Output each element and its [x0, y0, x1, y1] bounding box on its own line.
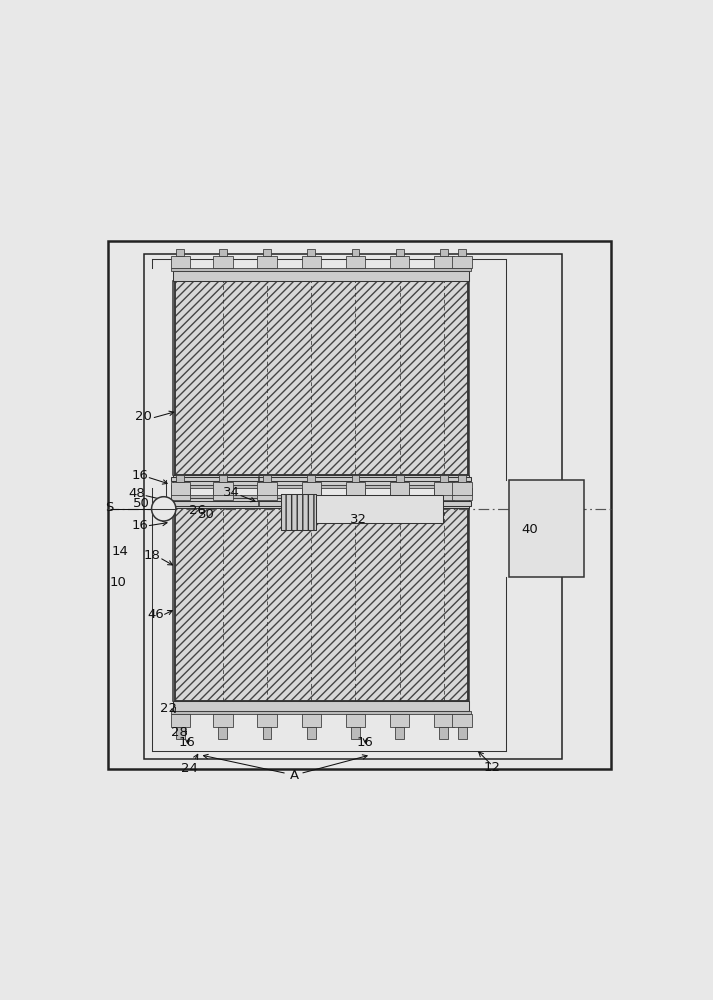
- Bar: [390, 482, 409, 495]
- Bar: [396, 249, 404, 256]
- Bar: [509, 480, 584, 577]
- Bar: [390, 256, 409, 268]
- Bar: [302, 482, 321, 495]
- Bar: [346, 482, 365, 495]
- Bar: [175, 281, 468, 475]
- Bar: [458, 727, 466, 739]
- Bar: [439, 727, 448, 739]
- Text: A: A: [290, 769, 299, 782]
- Text: S: S: [105, 501, 113, 514]
- Bar: [434, 482, 453, 495]
- Bar: [458, 249, 466, 256]
- Bar: [434, 714, 453, 727]
- Text: 14: 14: [111, 545, 128, 558]
- Text: 50: 50: [133, 497, 150, 510]
- Text: 18: 18: [144, 549, 160, 562]
- Bar: [396, 475, 404, 482]
- Bar: [257, 488, 277, 500]
- Bar: [257, 714, 277, 727]
- Bar: [170, 714, 190, 727]
- Bar: [440, 249, 448, 256]
- Bar: [307, 475, 315, 482]
- Bar: [440, 475, 448, 482]
- Bar: [219, 475, 227, 482]
- Text: 46: 46: [147, 608, 164, 621]
- Bar: [173, 271, 469, 281]
- Bar: [453, 482, 472, 495]
- Bar: [313, 495, 443, 523]
- Text: 48: 48: [129, 487, 145, 500]
- Text: 16: 16: [131, 469, 148, 482]
- Bar: [453, 488, 472, 500]
- Bar: [302, 714, 321, 727]
- Bar: [434, 488, 453, 500]
- Bar: [171, 501, 471, 506]
- Bar: [262, 727, 272, 739]
- Bar: [351, 727, 360, 739]
- Text: 26: 26: [189, 504, 206, 517]
- Text: 16: 16: [179, 736, 196, 749]
- Bar: [171, 477, 471, 481]
- Text: 32: 32: [350, 513, 367, 526]
- Bar: [218, 727, 227, 739]
- Circle shape: [152, 497, 176, 521]
- Bar: [171, 485, 471, 488]
- Text: 30: 30: [198, 508, 215, 521]
- Text: 12: 12: [484, 761, 501, 774]
- Text: 10: 10: [109, 576, 126, 589]
- Bar: [307, 249, 315, 256]
- Bar: [171, 495, 471, 498]
- Text: 20: 20: [135, 410, 152, 423]
- Bar: [263, 475, 271, 482]
- Bar: [144, 254, 562, 759]
- Bar: [176, 475, 184, 482]
- Bar: [390, 488, 409, 500]
- Bar: [170, 488, 190, 500]
- Bar: [395, 727, 404, 739]
- Bar: [171, 268, 471, 271]
- Text: 28: 28: [170, 726, 188, 739]
- Bar: [219, 249, 227, 256]
- Text: 16: 16: [357, 736, 374, 749]
- Text: 24: 24: [181, 762, 198, 775]
- Text: 34: 34: [223, 486, 240, 499]
- Bar: [213, 714, 232, 727]
- Bar: [352, 249, 359, 256]
- Bar: [434, 256, 453, 268]
- Bar: [257, 482, 277, 495]
- Bar: [390, 714, 409, 727]
- Bar: [173, 701, 469, 711]
- Bar: [170, 256, 190, 268]
- Bar: [346, 714, 365, 727]
- Bar: [453, 714, 472, 727]
- Bar: [263, 249, 271, 256]
- Bar: [213, 488, 232, 500]
- Bar: [282, 494, 316, 530]
- Bar: [213, 482, 232, 495]
- Text: 16: 16: [131, 519, 148, 532]
- Bar: [176, 249, 184, 256]
- Bar: [352, 475, 359, 482]
- Bar: [171, 711, 471, 714]
- Bar: [302, 256, 321, 268]
- Bar: [173, 475, 469, 485]
- Bar: [458, 475, 466, 482]
- Bar: [346, 256, 365, 268]
- Bar: [173, 498, 469, 508]
- Bar: [282, 494, 316, 530]
- Bar: [170, 482, 190, 495]
- Bar: [257, 256, 277, 268]
- Bar: [302, 488, 321, 500]
- Bar: [213, 256, 232, 268]
- Bar: [175, 508, 468, 701]
- Text: 22: 22: [160, 702, 177, 715]
- Bar: [453, 256, 472, 268]
- Bar: [176, 727, 185, 739]
- Bar: [346, 488, 365, 500]
- Bar: [175, 508, 468, 701]
- Text: 40: 40: [521, 523, 538, 536]
- Bar: [175, 281, 468, 475]
- Bar: [307, 727, 316, 739]
